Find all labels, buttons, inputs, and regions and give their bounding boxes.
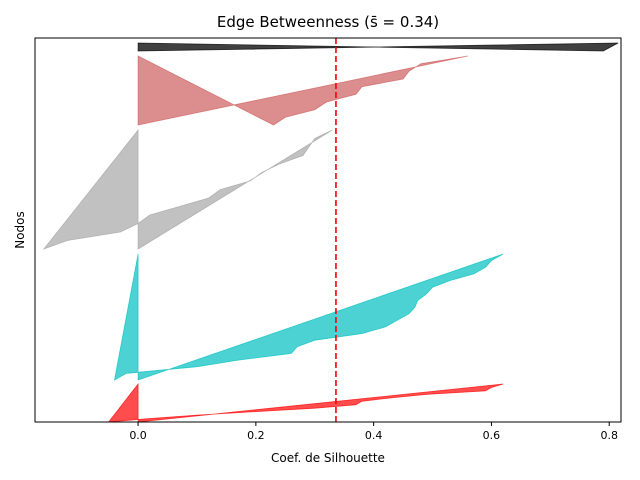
- x-tick-label: 0.0: [129, 429, 147, 442]
- x-tick-label: 0.2: [247, 429, 265, 442]
- plot-frame: [34, 37, 622, 423]
- cluster-1-area: [113, 253, 504, 381]
- x-axis-label: Coef. de Silhouette: [271, 451, 385, 465]
- y-axis-label: Nodos: [13, 211, 27, 249]
- cluster-4-area: [137, 42, 619, 52]
- cluster-areas: [42, 42, 619, 423]
- cluster-2-area: [42, 128, 333, 250]
- x-tick-label: 0.8: [600, 429, 618, 442]
- cluster-0-area: [107, 382, 504, 423]
- x-axis-ticks: 0.0 0.2 0.4 0.6 0.8: [129, 422, 618, 442]
- x-tick-label: 0.6: [483, 429, 501, 442]
- x-tick-label: 0.4: [365, 429, 383, 442]
- cluster-3-area: [137, 55, 468, 126]
- chart-title: Edge Betweenness (s̄ = 0.34): [217, 13, 439, 31]
